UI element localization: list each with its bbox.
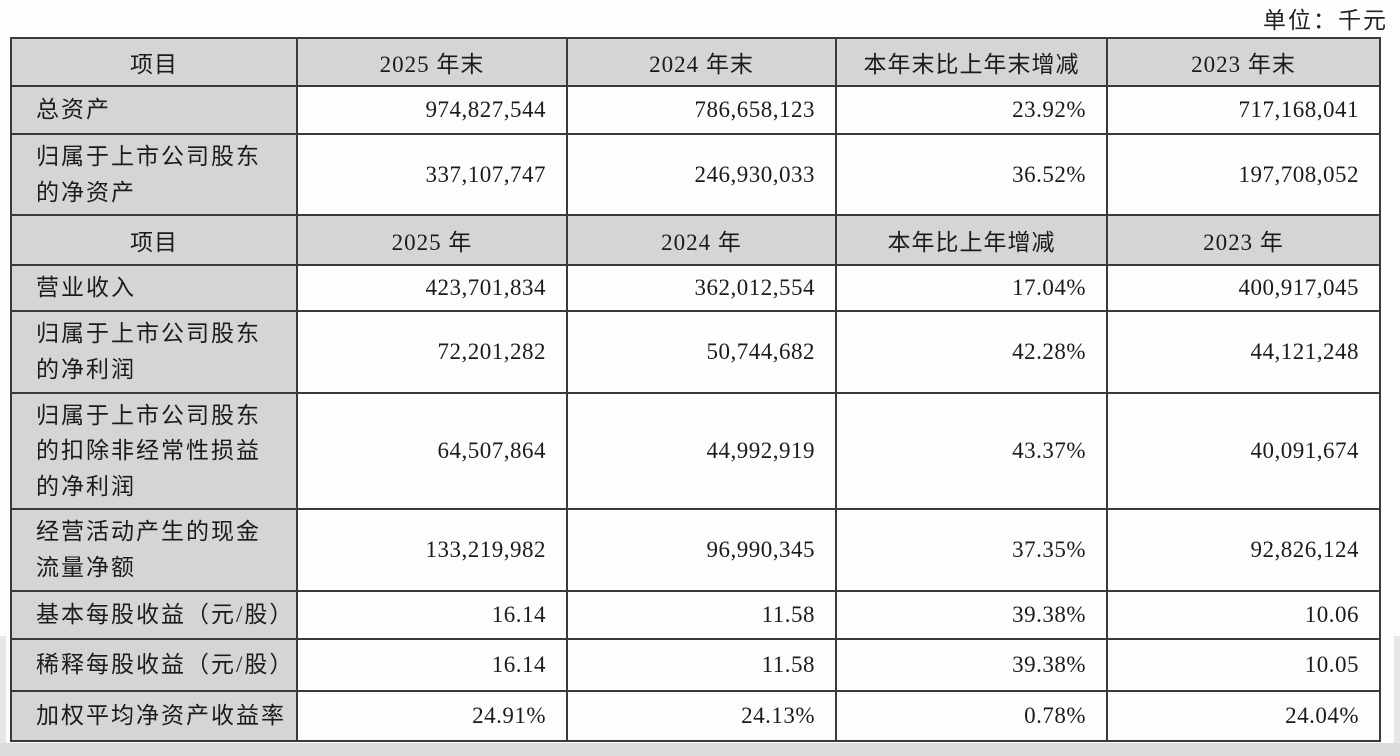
cash-flow-2023: 92,826,124	[1106, 508, 1381, 592]
header-item-2: 项目	[10, 214, 298, 267]
header-2025-year-end: 2025 年末	[296, 37, 568, 87]
row-label-weighted-avg-roe: 加权平均净资产收益率	[10, 689, 298, 742]
header-2025: 2025 年	[296, 214, 568, 267]
page-edge-right	[1394, 636, 1400, 756]
row-total-assets: 总资产 974,827,544 786,658,123 23.92% 717,1…	[10, 85, 1381, 135]
net-assets-2023: 197,708,052	[1106, 132, 1381, 217]
net-assets-2025: 337,107,747	[296, 132, 568, 217]
row-label-net-assets-attributable: 归属于上市公司股东的净资产	[10, 132, 298, 217]
unit-label: 单位：千元	[1263, 8, 1388, 33]
net-profit-2024: 50,744,682	[566, 310, 837, 394]
page-bottom-shadow	[0, 743, 1400, 756]
row-label-operating-revenue: 营业收入	[10, 264, 298, 313]
net-profit-change: 42.28%	[835, 310, 1108, 394]
net-profit-excl-2023: 40,091,674	[1106, 391, 1381, 511]
row-diluted-eps: 稀释每股收益（元/股） 16.14 11.58 39.38% 10.05	[10, 637, 1381, 692]
basic-eps-2024: 11.58	[566, 589, 837, 640]
financial-summary-table: 项目 2025 年末 2024 年末 本年末比上年末增减 2023 年末 总资产…	[10, 37, 1381, 742]
weighted-avg-roe-2025: 24.91%	[296, 689, 568, 742]
diluted-eps-change: 39.38%	[835, 637, 1108, 692]
net-profit-2023: 44,121,248	[1106, 310, 1381, 394]
row-net-assets-attributable: 归属于上市公司股东的净资产 337,107,747 246,930,033 36…	[10, 132, 1381, 217]
row-net-profit-excl-non-recurring: 归属于上市公司股东的扣除非经常性损益的净利润 64,507,864 44,992…	[10, 391, 1381, 511]
row-label-diluted-eps: 稀释每股收益（元/股）	[10, 637, 298, 692]
row-operating-revenue: 营业收入 423,701,834 362,012,554 17.04% 400,…	[10, 264, 1381, 313]
diluted-eps-2023: 10.05	[1106, 637, 1381, 692]
net-assets-change: 36.52%	[835, 132, 1108, 217]
row-net-profit-attributable: 归属于上市公司股东的净利润 72,201,282 50,744,682 42.2…	[10, 310, 1381, 394]
row-label-operating-cash-flow: 经营活动产生的现金流量净额	[10, 508, 298, 592]
header-item: 项目	[10, 37, 298, 87]
diluted-eps-2024: 11.58	[566, 637, 837, 692]
diluted-eps-2025: 16.14	[296, 637, 568, 692]
row-weighted-avg-roe: 加权平均净资产收益率 24.91% 24.13% 0.78% 24.04%	[10, 689, 1381, 742]
weighted-avg-roe-2023: 24.04%	[1106, 689, 1381, 742]
cash-flow-2025: 133,219,982	[296, 508, 568, 592]
basic-eps-2025: 16.14	[296, 589, 568, 640]
row-operating-cash-flow: 经营活动产生的现金流量净额 133,219,982 96,990,345 37.…	[10, 508, 1381, 592]
total-assets-2023: 717,168,041	[1106, 85, 1381, 135]
total-assets-2024: 786,658,123	[566, 85, 837, 135]
row-label-net-profit-attributable: 归属于上市公司股东的净利润	[10, 310, 298, 394]
net-profit-excl-change: 43.37%	[835, 391, 1108, 511]
operating-revenue-2023: 400,917,045	[1106, 264, 1381, 313]
header-yoy-change-year-end: 本年末比上年末增减	[835, 37, 1108, 87]
total-assets-2025: 974,827,544	[296, 85, 568, 135]
header-2023-year-end: 2023 年末	[1106, 37, 1381, 87]
header-row-balance: 项目 2025 年末 2024 年末 本年末比上年末增减 2023 年末	[10, 37, 1381, 87]
row-basic-eps: 基本每股收益（元/股） 16.14 11.58 39.38% 10.06	[10, 589, 1381, 640]
operating-revenue-2025: 423,701,834	[296, 264, 568, 313]
basic-eps-change: 39.38%	[835, 589, 1108, 640]
row-label-net-profit-excl-non-recurring: 归属于上市公司股东的扣除非经常性损益的净利润	[10, 391, 298, 511]
net-profit-excl-2025: 64,507,864	[296, 391, 568, 511]
operating-revenue-2024: 362,012,554	[566, 264, 837, 313]
cash-flow-change: 37.35%	[835, 508, 1108, 592]
net-profit-2025: 72,201,282	[296, 310, 568, 394]
header-2024: 2024 年	[566, 214, 837, 267]
header-row-income: 项目 2025 年 2024 年 本年比上年增减 2023 年	[10, 214, 1381, 267]
header-2024-year-end: 2024 年末	[566, 37, 837, 87]
row-label-basic-eps: 基本每股收益（元/股）	[10, 589, 298, 640]
basic-eps-2023: 10.06	[1106, 589, 1381, 640]
net-assets-2024: 246,930,033	[566, 132, 837, 217]
header-2023: 2023 年	[1106, 214, 1381, 267]
operating-revenue-change: 17.04%	[835, 264, 1108, 313]
weighted-avg-roe-2024: 24.13%	[566, 689, 837, 742]
total-assets-change: 23.92%	[835, 85, 1108, 135]
net-profit-excl-2024: 44,992,919	[566, 391, 837, 511]
page-edge-left	[0, 636, 6, 756]
weighted-avg-roe-change: 0.78%	[835, 689, 1108, 742]
row-label-total-assets: 总资产	[10, 85, 298, 135]
header-yoy-change: 本年比上年增减	[835, 214, 1108, 267]
cash-flow-2024: 96,990,345	[566, 508, 837, 592]
